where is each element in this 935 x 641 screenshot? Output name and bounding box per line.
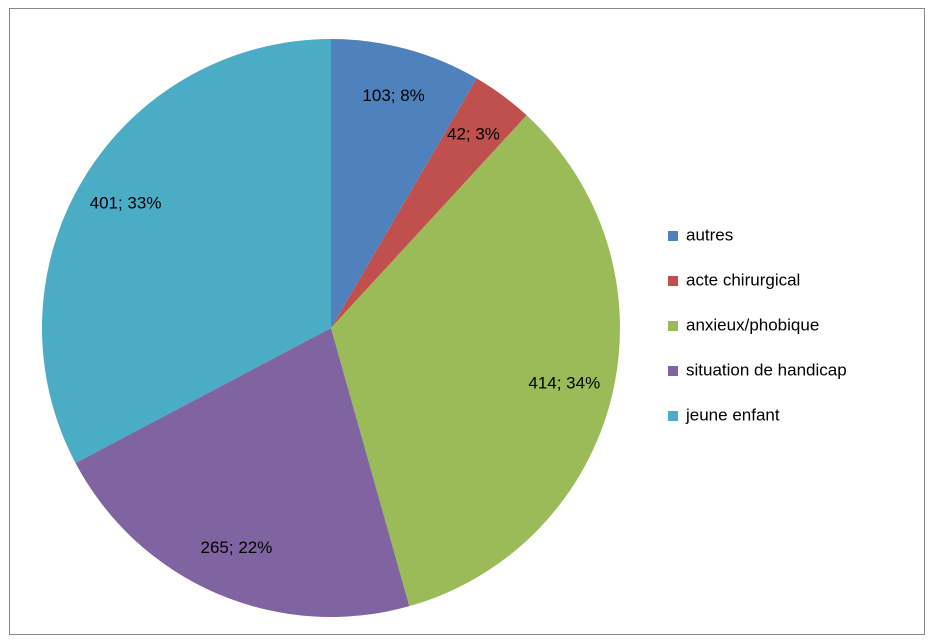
pie-slice: [331, 39, 477, 328]
data-label: 103; 8%: [362, 86, 424, 105]
pie-slice: [75, 328, 410, 617]
legend-swatch: [668, 366, 678, 376]
data-label: 401; 33%: [90, 194, 162, 213]
legend-swatch: [668, 231, 678, 241]
pie-slice: [41, 39, 331, 463]
legend-label: autres: [686, 225, 733, 244]
data-label: 42; 3%: [447, 125, 500, 144]
legend-swatch: [668, 321, 678, 331]
legend-label: jeune enfant: [685, 405, 780, 424]
pie-slice: [331, 115, 621, 607]
legend-label: acte chirurgical: [686, 270, 800, 289]
data-label: 414; 34%: [528, 373, 600, 392]
legend-swatch: [668, 276, 678, 286]
data-label: 265; 22%: [201, 538, 273, 557]
pie-slice: [331, 78, 527, 328]
legend-label: situation de handicap: [686, 360, 847, 379]
legend-swatch: [668, 411, 678, 421]
legend-label: anxieux/phobique: [686, 315, 819, 334]
